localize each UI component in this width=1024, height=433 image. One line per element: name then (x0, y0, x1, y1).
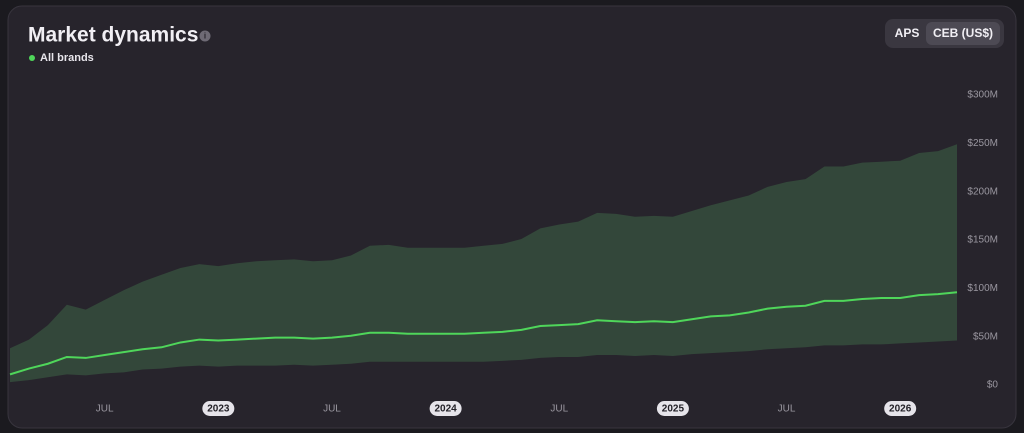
y-tick-label: $200M (967, 186, 998, 197)
y-tick-label: $250M (967, 138, 998, 149)
year-pill (429, 401, 462, 416)
series-line (9, 291, 958, 376)
y-tick-label: $300M (967, 90, 998, 101)
y-tick-label: $0 (987, 380, 999, 391)
x-tick-label: JUL (323, 404, 341, 415)
year-pill (656, 401, 689, 416)
x-tick-label: 2025 (662, 404, 685, 415)
x-tick-label: JUL (550, 404, 568, 415)
y-tick-label: $100M (967, 283, 998, 294)
x-tick-label: 2026 (889, 404, 912, 415)
legend-label: All brands (40, 52, 94, 64)
legend-swatch (29, 55, 35, 61)
chart-title: Market dynamics (28, 24, 198, 47)
x-tick-label: JUL (778, 404, 796, 415)
year-pill (884, 401, 917, 416)
year-pill (202, 401, 235, 416)
toggle-option[interactable]: APS (895, 26, 920, 40)
y-tick-label: $150M (967, 235, 998, 246)
x-tick-label: 2023 (207, 404, 230, 415)
info-icon-glyph: i (204, 32, 206, 41)
toggle-selected (926, 22, 1000, 45)
info-icon[interactable] (199, 30, 211, 42)
x-tick-label: JUL (96, 404, 114, 415)
y-tick-label: $50M (973, 331, 998, 342)
toggle-group: APS CEB (US$) (895, 22, 1000, 45)
plot (9, 144, 958, 383)
x-tick-label: 2024 (434, 404, 457, 415)
toggle-option[interactable]: CEB (US$) (933, 26, 993, 40)
range-area (10, 144, 957, 383)
